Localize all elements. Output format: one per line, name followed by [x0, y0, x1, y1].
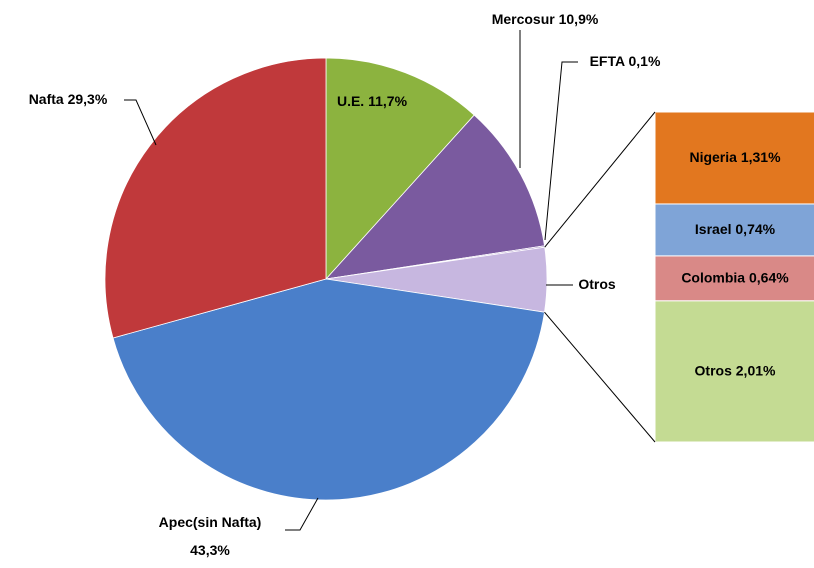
bar-label-name: Otros [695, 362, 733, 378]
bar-label-name: Colombia [681, 269, 745, 285]
bar-label-value: 2,01% [736, 362, 776, 378]
slice-label-name: Nafta [29, 91, 64, 107]
slice-label-name: Apec(sin Nafta) [159, 514, 262, 530]
bar-label-value: 1,31% [741, 149, 781, 165]
bar-label: Otros 2,01% [695, 362, 776, 378]
slice-label: EFTA 0,1% [590, 53, 661, 69]
slice-label-name: Otros [578, 276, 616, 292]
bar-segment [654, 300, 814, 443]
slice-label: Mercosur 10,9% [492, 11, 599, 27]
connector [544, 111, 656, 248]
bar-label: Nigeria 1,31% [689, 149, 781, 165]
slice-label-value: 0,1% [628, 53, 660, 69]
bar-label: Israel 0,74% [695, 221, 776, 237]
leader-line [124, 99, 157, 146]
slice-label-name: EFTA [590, 53, 625, 69]
slice-label: Otros [578, 276, 616, 292]
pie-slice [112, 278, 545, 501]
slice-label-value: 11,7% [368, 93, 407, 109]
bar-label: Colombia 0,64% [681, 269, 789, 285]
slice-label-name: U.E. [337, 93, 364, 109]
slice-label: U.E. 11,7% [337, 93, 408, 109]
slice-label-value: 43,3% [190, 542, 230, 558]
slice-label-value: 29,3% [68, 91, 108, 107]
bar-label-name: Nigeria [689, 149, 737, 165]
leader-line [544, 61, 578, 241]
slice-label: Nafta 29,3% [29, 91, 108, 107]
slice-label-name: Mercosur [492, 11, 556, 27]
pie-slice [104, 57, 327, 339]
pie-slice [324, 114, 545, 280]
bar-label-value: 0,74% [735, 221, 775, 237]
bar-label-value: 0,64% [749, 269, 789, 285]
connector [544, 311, 656, 443]
slice-label: Apec(sin Nafta) 43,3% [159, 514, 262, 558]
bar-segment [654, 255, 814, 302]
leader-line [285, 497, 319, 531]
pie-slice [325, 57, 475, 281]
slice-label-value: 10,9% [559, 11, 599, 27]
bar-label-name: Israel [695, 221, 732, 237]
